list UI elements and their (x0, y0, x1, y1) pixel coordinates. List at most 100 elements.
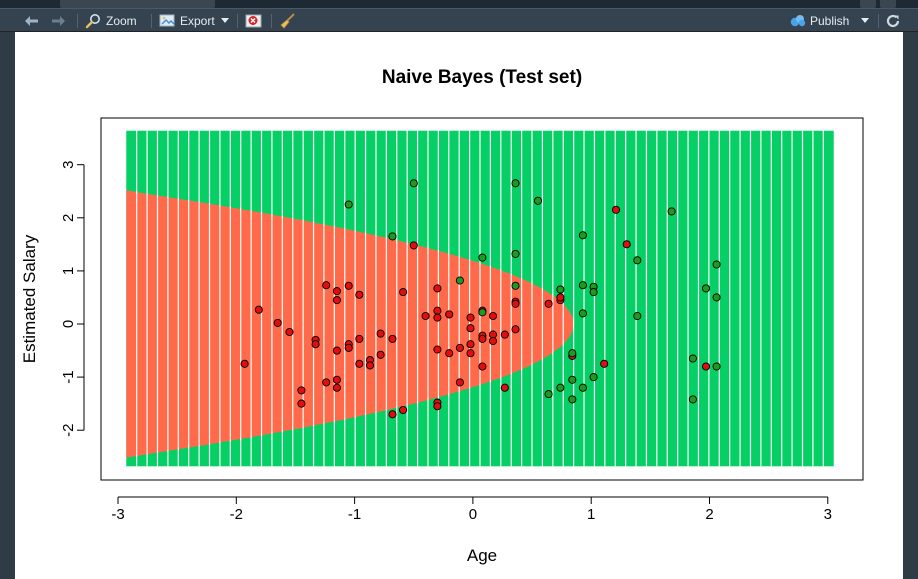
x-tick-label: -2 (230, 506, 243, 523)
data-point (433, 313, 442, 322)
y-tick-label: 0 (60, 320, 77, 328)
data-point (466, 340, 475, 349)
decision-region-grid (126, 130, 834, 467)
data-point (667, 207, 676, 216)
data-point (455, 276, 464, 285)
data-point (556, 293, 565, 302)
data-point (568, 395, 577, 404)
data-point (478, 334, 487, 343)
plot-frame (100, 117, 864, 481)
broom-icon[interactable] (279, 12, 297, 30)
data-point (688, 395, 697, 404)
data-point (311, 340, 320, 349)
data-point (297, 386, 306, 395)
data-point (409, 179, 418, 188)
data-point (578, 281, 587, 290)
data-point (376, 350, 385, 359)
x-tick-label: 3 (824, 506, 832, 523)
data-point (556, 285, 565, 294)
data-point (455, 378, 464, 387)
data-point (344, 343, 353, 352)
data-point (285, 327, 294, 337)
x-tick-label: 2 (705, 506, 713, 523)
data-point (273, 318, 282, 327)
data-point (478, 308, 487, 317)
chart-title: Naive Bayes (Test set) (382, 67, 582, 88)
data-point (355, 359, 364, 368)
x-tick-label: -1 (348, 506, 361, 523)
data-point (332, 287, 341, 296)
data-point (433, 345, 442, 354)
data-point (556, 383, 565, 392)
data-point (500, 383, 509, 392)
data-point (240, 359, 249, 368)
toolbar-divider (237, 14, 238, 28)
data-point (388, 334, 397, 343)
data-point (332, 346, 341, 355)
window-tab[interactable] (60, 0, 215, 8)
export-button[interactable]: Export (159, 12, 229, 30)
data-point (388, 410, 397, 419)
data-point (355, 290, 364, 299)
right-pane-edge (903, 32, 918, 579)
data-point (544, 299, 553, 308)
refresh-icon[interactable] (885, 12, 901, 30)
data-point (445, 349, 454, 358)
back-arrow-icon[interactable] (24, 12, 40, 30)
publish-icon (789, 13, 807, 29)
data-point (488, 336, 498, 346)
maximize-button[interactable] (880, 0, 896, 8)
data-points (240, 179, 721, 419)
plot-viewer: -3 -2 -1 0 1 2 3 -2 -1 0 1 2 3 Naive Bayes (Test se… (15, 32, 903, 579)
x-axis: -3 -2 -1 0 1 2 3 (111, 496, 832, 523)
toolbar-divider (151, 14, 152, 28)
data-point (455, 343, 464, 352)
remove-plot-icon[interactable] (245, 12, 263, 30)
data-point (568, 375, 577, 384)
data-point (688, 354, 697, 363)
chevron-down-icon (861, 18, 870, 24)
data-point (533, 196, 543, 205)
data-point (332, 375, 341, 384)
data-point (344, 200, 353, 209)
data-point (376, 329, 385, 338)
plots-toolbar: Zoom Export Publish (0, 8, 918, 32)
y-tick-label: 1 (60, 267, 77, 275)
data-point (433, 306, 442, 315)
data-point (511, 249, 520, 258)
data-point (466, 313, 475, 322)
minimize-button[interactable] (860, 0, 876, 8)
data-point (578, 383, 587, 392)
data-point (578, 309, 587, 318)
data-point (409, 241, 418, 250)
data-point (322, 281, 331, 290)
export-label: Export (180, 14, 215, 28)
data-point (466, 324, 475, 333)
data-point (701, 284, 711, 293)
data-point (332, 296, 341, 305)
data-point (388, 232, 397, 241)
data-point (544, 390, 553, 399)
publish-label: Publish (810, 14, 850, 28)
x-tick-label: 1 (587, 506, 595, 523)
y-tick-label: -2 (60, 424, 77, 437)
data-point (589, 288, 598, 297)
data-point (488, 311, 498, 321)
left-pane-edge (0, 32, 15, 579)
data-point (600, 359, 609, 368)
zoom-button[interactable]: Zoom (85, 12, 137, 30)
data-point (332, 383, 341, 392)
toolbar-divider (271, 14, 272, 28)
forward-arrow-icon[interactable] (50, 12, 66, 30)
chart: -3 -2 -1 0 1 2 3 -2 -1 0 1 2 3 Naive Bayes (Test se… (20, 67, 864, 565)
data-point (622, 240, 631, 249)
data-point (399, 405, 408, 415)
data-point (421, 311, 430, 321)
data-point (633, 311, 642, 321)
data-point (466, 349, 475, 358)
data-point (433, 284, 442, 293)
x-axis-label: Age (467, 546, 497, 565)
x-tick-label: -3 (111, 506, 124, 523)
data-point (578, 231, 587, 240)
publish-button[interactable]: Publish (789, 12, 870, 30)
